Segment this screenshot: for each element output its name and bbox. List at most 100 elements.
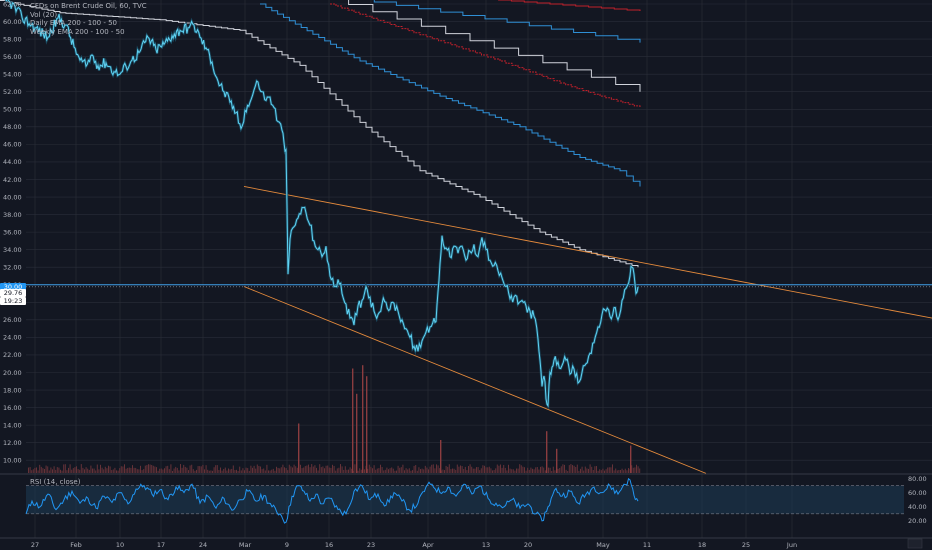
volume-bar — [80, 464, 82, 473]
volume-bar — [60, 469, 61, 473]
volume-bar — [448, 464, 450, 473]
volume-bar — [384, 469, 386, 473]
volume-bar — [37, 470, 39, 473]
volume-bar — [340, 464, 341, 473]
x-tick-label: 25 — [742, 541, 750, 549]
volume-bar — [620, 469, 621, 473]
volume-bar — [320, 467, 322, 473]
volume-bar — [468, 466, 469, 473]
volume-bar — [66, 470, 68, 473]
volume-bar — [471, 466, 473, 473]
volume-bar — [557, 468, 559, 473]
volume-bar — [296, 467, 298, 473]
y-tick-label: 12.00 — [3, 439, 22, 447]
volume-bar — [383, 470, 385, 473]
daily-ema-100 — [260, 3, 641, 187]
price-line — [5, 0, 639, 408]
volume-spike — [440, 440, 442, 473]
rsi-band — [26, 485, 904, 514]
volume-bar — [79, 469, 81, 473]
volume-bar — [372, 468, 373, 473]
y-tick-label: 24.00 — [3, 334, 22, 342]
volume-bar — [517, 468, 519, 473]
volume-bar — [527, 467, 529, 473]
legend-symbol-title[interactable]: CFDs on Brent Crude Oil, 60, TVC — [30, 2, 147, 10]
volume-bar — [154, 466, 156, 473]
volume-bar — [573, 465, 575, 473]
volume-bar — [61, 470, 63, 473]
volume-bar — [607, 467, 609, 473]
volume-bar — [544, 470, 546, 473]
legend-volume[interactable]: Vol (20) — [30, 10, 58, 19]
volume-bar — [503, 464, 505, 473]
legend-daily-ema[interactable]: Daily EMA 200 - 100 - 50 — [30, 19, 117, 28]
y-tick-label: 20.00 — [3, 369, 22, 377]
volume-bar — [565, 469, 567, 473]
x-tick-label: 17 — [157, 541, 165, 549]
volume-bar — [429, 466, 431, 473]
volume-bar — [488, 466, 490, 473]
volume-bar — [288, 464, 290, 473]
volume-bar — [188, 470, 189, 473]
volume-bar — [39, 464, 41, 473]
volume-bar — [244, 470, 245, 473]
volume-bar — [52, 469, 53, 473]
x-tick-label: 11 — [643, 541, 651, 549]
volume-bar — [42, 468, 44, 473]
volume-bar — [100, 464, 101, 473]
volume-bar — [90, 465, 92, 473]
volume-bar — [434, 468, 436, 473]
y-tick-label: 14.00 — [3, 421, 22, 429]
volume-bar — [64, 464, 66, 473]
volume-bar — [220, 467, 221, 473]
volume-bar — [234, 470, 236, 473]
volume-bar — [332, 464, 333, 473]
volume-bar — [482, 465, 484, 473]
volume-bar — [514, 470, 516, 473]
volume-bar — [120, 466, 122, 473]
volume-bar — [77, 469, 79, 473]
x-tick-label: 9 — [285, 541, 289, 549]
volume-bar — [480, 468, 482, 473]
x-tick-label: Feb — [70, 541, 82, 549]
volume-bar — [82, 467, 84, 473]
volume-bar — [492, 470, 493, 473]
volume-bar — [613, 470, 615, 473]
volume-bar — [439, 468, 441, 473]
volume-bar — [274, 470, 276, 473]
volume-bar — [223, 469, 225, 473]
x-tick-label: Apr — [422, 541, 434, 549]
volume-bar — [88, 469, 90, 473]
volume-bar — [381, 467, 383, 473]
legend-weekly-ema[interactable]: Weekly EMA 200 - 100 - 50 — [30, 27, 125, 36]
x-tick-label: 24 — [199, 541, 207, 549]
volume-bar — [354, 464, 356, 473]
volume-bar — [215, 465, 217, 473]
volume-bar — [519, 464, 521, 473]
volume-bar — [224, 467, 226, 473]
volume-bar — [469, 464, 471, 473]
volume-bar — [533, 469, 535, 473]
volume-bar — [394, 470, 396, 473]
y-tick-label: 18.00 — [3, 386, 22, 394]
y-tick-label: 32.00 — [3, 264, 22, 272]
volume-bar — [418, 467, 420, 473]
volume-spike — [352, 368, 354, 473]
volume-bar — [324, 468, 325, 473]
weekly-ema-white — [348, 0, 641, 92]
volume-bar — [253, 465, 255, 473]
volume-bar — [72, 468, 74, 473]
x-tick-label: 10 — [116, 541, 124, 549]
volume-bar — [604, 470, 605, 473]
volume-bar — [432, 464, 434, 473]
volume-bar — [351, 468, 353, 473]
rsi-legend[interactable]: RSI (14, close) — [30, 478, 81, 486]
volume-bar — [485, 467, 487, 473]
volume-bar — [520, 465, 522, 473]
volume-bar — [628, 468, 629, 473]
volume-bar — [63, 464, 65, 473]
volume-bar — [364, 469, 365, 473]
y-tick-label: 52.00 — [3, 88, 22, 96]
y-tick-label: 42.00 — [3, 176, 22, 184]
